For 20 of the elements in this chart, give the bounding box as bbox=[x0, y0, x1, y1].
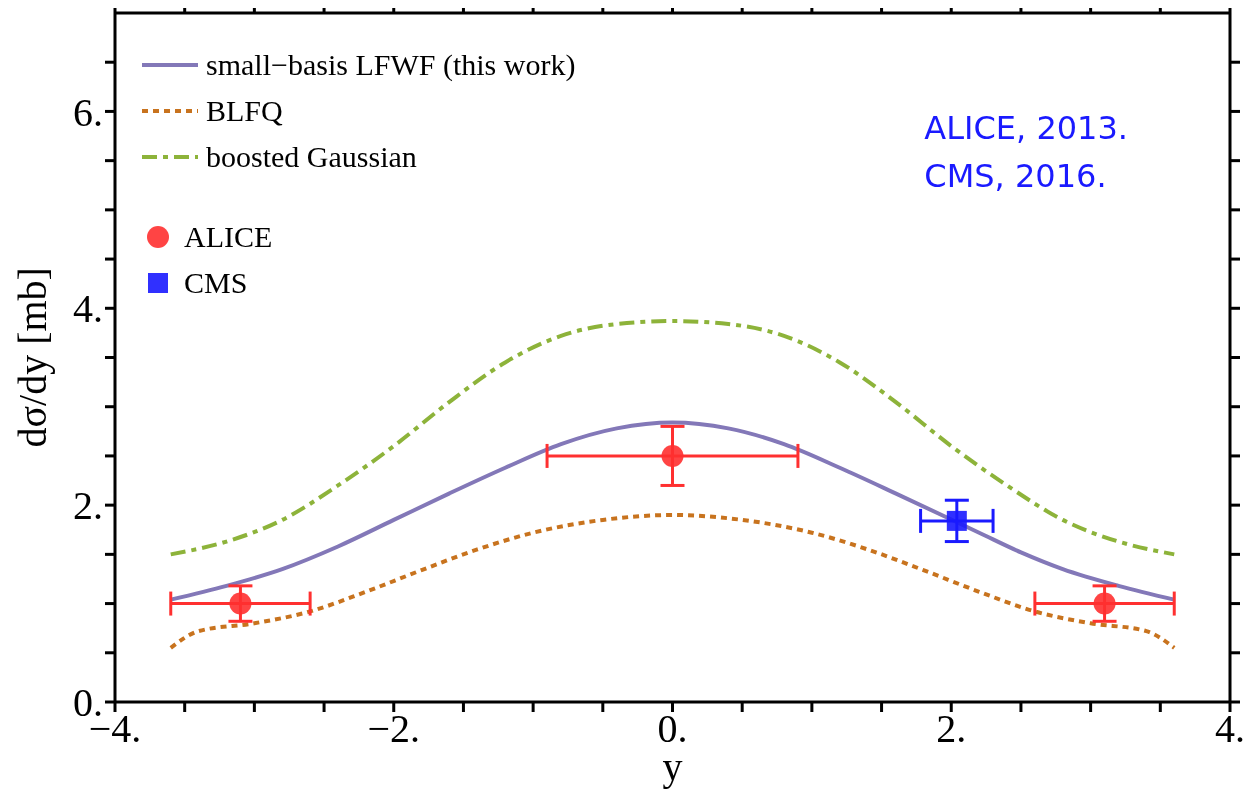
x-tick-label: −2. bbox=[367, 706, 421, 752]
annotation: ALICE, 2013. bbox=[924, 108, 1128, 149]
point bbox=[946, 510, 967, 531]
line-series bbox=[168, 512, 1177, 650]
y-axis-title: dσ/dy [mb] bbox=[10, 267, 56, 448]
y-tick-label: 6. bbox=[73, 89, 103, 135]
y-tick-label: 2. bbox=[73, 483, 103, 529]
annotation: CMS, 2016. bbox=[924, 156, 1108, 197]
line-series bbox=[168, 319, 1177, 557]
point bbox=[661, 444, 684, 467]
point bbox=[229, 592, 252, 615]
x-tick-label: 2. bbox=[936, 706, 967, 752]
legend-label: boosted Gaussian bbox=[206, 139, 417, 175]
legend-label: ALICE bbox=[184, 219, 273, 255]
legend-label: CMS bbox=[184, 265, 248, 301]
x-tick-label: 4. bbox=[1215, 706, 1245, 752]
legend-label: BLFQ bbox=[206, 93, 283, 129]
point bbox=[1093, 592, 1116, 615]
y-tick-label: 4. bbox=[73, 286, 103, 332]
legend-label: small−basis LFWF (this work) bbox=[206, 47, 576, 83]
